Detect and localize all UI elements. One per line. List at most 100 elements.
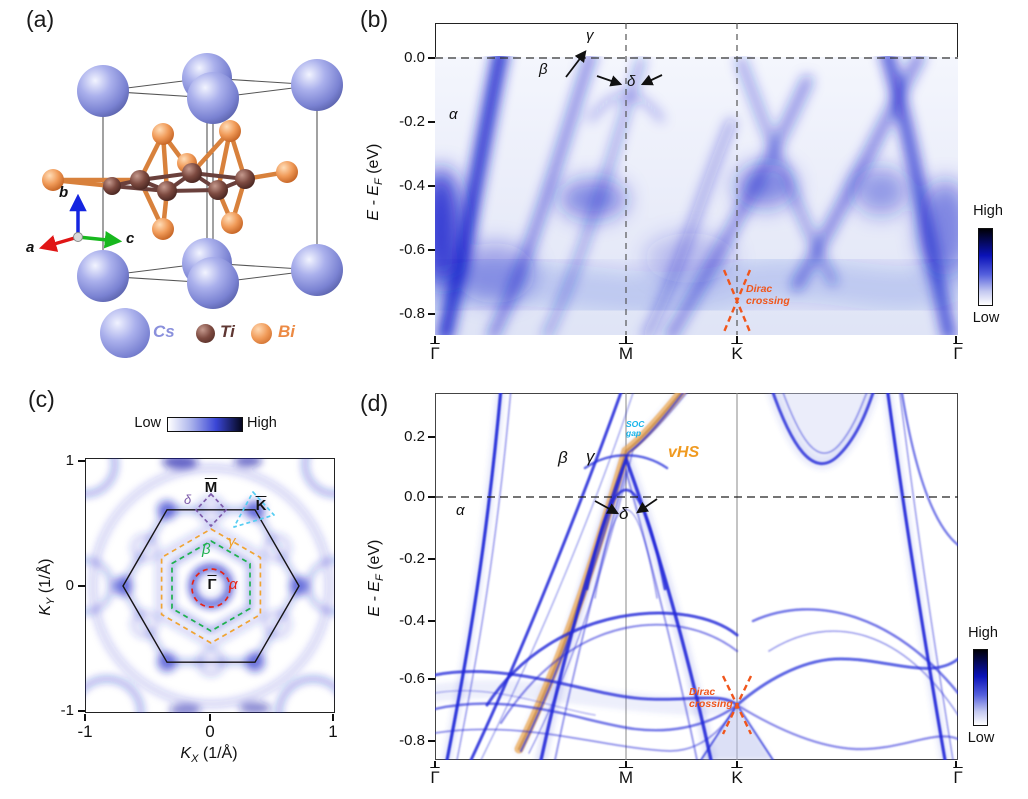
tick (428, 496, 435, 498)
c-xtick: -1 (77, 722, 93, 741)
bi-legend-label: Bi (278, 322, 295, 341)
b-ytick: -0.8 (399, 305, 425, 322)
tick (428, 185, 435, 187)
d-xtick-gamma2: Γ (953, 768, 963, 787)
d-ytick: -0.6 (399, 670, 425, 687)
tick (736, 336, 738, 343)
tick (78, 710, 85, 712)
delta-left-arrow (594, 500, 620, 515)
panel-c-xlabel: KX (1/Å) (180, 745, 238, 766)
c-ytick: 0 (65, 577, 74, 594)
tick (428, 313, 435, 315)
d-xtick-m: M (618, 768, 634, 787)
tick (84, 714, 86, 721)
c-ytick: -1 (60, 702, 74, 719)
arpes-dispersion-map (435, 23, 958, 335)
delta-right-arrow (636, 498, 658, 514)
tick (428, 57, 435, 59)
d-beta-label: β (558, 448, 568, 467)
d-ytick: -0.2 (399, 550, 425, 567)
c-ytick: 1 (65, 452, 74, 469)
tick (78, 585, 85, 587)
tick (428, 740, 435, 742)
dft-band-structure (435, 393, 958, 760)
c-colorbar (167, 417, 243, 432)
d-ytick: -0.8 (399, 732, 425, 749)
panel-a-label: (a) (26, 6, 55, 32)
d-ytick: -0.4 (399, 612, 425, 629)
panel-d-label: (d) (360, 390, 389, 416)
b-delta-label: δ (627, 73, 636, 90)
d-vhs-label: vHS (668, 444, 700, 461)
panel-d-ylabel: E - EF (eV) (365, 539, 387, 617)
b-colorbar-high: High (973, 203, 1003, 219)
d-xtick-gamma1: Γ (430, 768, 440, 787)
c-m-point-label: M (204, 479, 218, 496)
tick (434, 336, 436, 343)
d-ytick: 0.0 (404, 488, 425, 505)
gamma-arrow (565, 50, 587, 78)
b-dirac-label-2: crossing (746, 295, 790, 307)
d-colorbar-low: Low (967, 730, 995, 746)
crystal-structure (38, 53, 343, 309)
c-xtick: 0 (205, 722, 215, 741)
tick (955, 761, 957, 768)
gamma-contour (160, 528, 262, 644)
tick (428, 249, 435, 251)
tick (736, 761, 738, 768)
c-alpha-label: α (229, 576, 238, 593)
c-gamma-label: γ (228, 533, 236, 550)
cs-atoms (77, 53, 343, 309)
tick (434, 761, 436, 768)
d-delta-label: δ (619, 504, 629, 523)
cs-legend-label: Cs (153, 322, 175, 341)
b-xtick-m: M (618, 344, 634, 363)
panel-c-label: (c) (28, 386, 55, 412)
d-gamma-label: γ (586, 447, 595, 466)
fermi-surface-map (85, 458, 335, 713)
d-colorbar-high: High (968, 625, 998, 641)
b-ytick: -0.2 (399, 113, 425, 130)
tick (332, 714, 334, 721)
delta-left-arrow (596, 75, 623, 87)
panel-b-label: (b) (360, 6, 389, 32)
delta-right-arrow (640, 74, 663, 86)
tick (209, 714, 211, 721)
b-colorbar (978, 228, 993, 306)
d-ytick: 0.2 (404, 428, 425, 445)
d-dirac-label-1: Dirac (689, 686, 716, 698)
dirac-crossing-marker (721, 675, 753, 735)
crystal-axes (38, 193, 123, 252)
alpha-contour (191, 568, 231, 608)
annotation-arrows (594, 498, 658, 515)
b-xtick-gamma1: Γ (430, 344, 440, 363)
tick (955, 336, 957, 343)
b-ytick: -0.4 (399, 177, 425, 194)
dirac-crossing-marker (722, 269, 752, 333)
panel-b-ylabel: E - EF (eV) (364, 143, 386, 221)
tick (428, 678, 435, 680)
d-soc-gap-label: SOC gap (626, 419, 645, 438)
beta-contour (171, 540, 251, 632)
tick (625, 761, 627, 768)
b-colorbar-low: Low (972, 310, 1000, 326)
brillouin-zone-hexagon (122, 509, 300, 663)
cs-sphere-swatch (100, 308, 150, 358)
bi-sphere-swatch (251, 323, 272, 344)
tick (78, 460, 85, 462)
d-alpha-label: α (456, 502, 465, 519)
c-colorbar-low: Low (134, 415, 161, 431)
c-xtick: 1 (328, 722, 338, 741)
d-xtick-k: K (731, 768, 743, 787)
bands (435, 393, 958, 760)
b-ytick: -0.6 (399, 241, 425, 258)
c-beta-label: β (202, 541, 211, 558)
reference-lines (435, 23, 958, 335)
axis-c-label: c (126, 230, 135, 247)
d-colorbar (973, 649, 988, 726)
axis-a-label: a (26, 239, 35, 256)
tick (428, 436, 435, 438)
tick (428, 121, 435, 123)
ti-legend-label: Ti (220, 322, 235, 341)
delta-contour (194, 492, 228, 528)
